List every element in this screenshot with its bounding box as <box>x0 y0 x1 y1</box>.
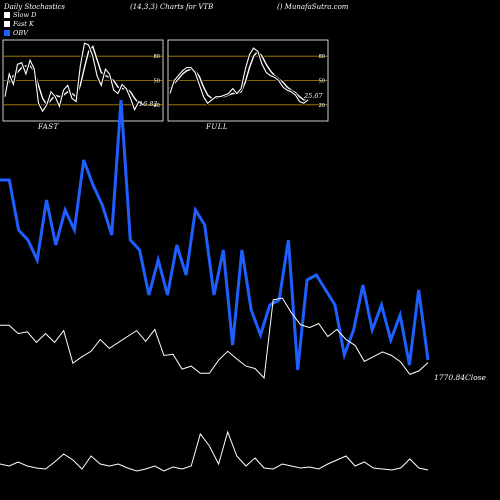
close-price-label: 1770.84Close <box>434 373 486 382</box>
fast-panel-label: FAST <box>38 123 59 131</box>
full-fast-k-line <box>169 47 309 105</box>
obv-line <box>0 99 430 371</box>
fast-tick-label-20: 20 <box>154 103 160 109</box>
legend-swatch-slow-d <box>4 12 10 18</box>
chart-header-left: Daily Stochastics <box>4 3 66 11</box>
fast-panel-value: 16.82 <box>139 100 158 108</box>
fast-fast-k-line <box>4 42 144 113</box>
legend-label-slow-d: Slow D <box>13 11 37 19</box>
close-price-line <box>0 297 429 380</box>
full-panel-value: 25.67 <box>304 92 323 100</box>
bottom-oscillator-line <box>0 430 429 472</box>
legend-label-obv: OBV <box>13 29 28 37</box>
full-tick-label-80: 80 <box>319 54 325 60</box>
full-tick-label-50: 50 <box>319 79 325 85</box>
legend-item-slow-d: Slow D <box>4 11 36 19</box>
legend-item-obv: OBV <box>4 29 28 37</box>
legend-item-fast-k: Fast K <box>4 20 34 28</box>
fast-tick-label-80: 80 <box>154 54 160 60</box>
legend-swatch-obv <box>4 30 10 36</box>
fast-tick-label-50: 50 <box>154 79 160 85</box>
chart-header-right: () MunafaSutra.com <box>277 3 349 11</box>
legend-label-fast-k: Fast K <box>13 20 34 28</box>
full-tick-label-20: 20 <box>319 103 325 109</box>
full-panel-label: FULL <box>206 123 229 131</box>
legend-swatch-fast-k <box>4 21 10 27</box>
chart-header-middle: (14,3,3) Charts for VTB <box>130 3 214 11</box>
